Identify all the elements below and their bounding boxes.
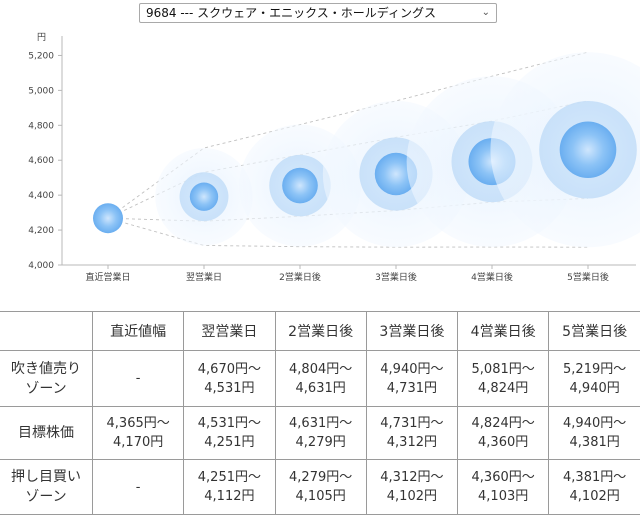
- row-label-line: 目標株価: [18, 425, 74, 441]
- table-cell: 5,219円〜 4,940円: [548, 350, 640, 407]
- cell-line: -: [135, 479, 141, 495]
- cell-line: 4,824円〜: [471, 416, 535, 431]
- table-cell: 4,360円〜 4,103円: [456, 459, 550, 515]
- chevron-down-icon: ⌄: [481, 7, 490, 18]
- y-tick-label: 4,800: [28, 121, 54, 131]
- cell-line: 4,365円〜: [106, 416, 170, 431]
- row-label-line: ゾーン: [25, 380, 67, 397]
- cell-line: 4,824円: [478, 380, 529, 396]
- x-tick-label: 2営業日後: [279, 271, 321, 283]
- table-row: 吹き値売りゾーン - 4,670円〜 4,531円 4,804円〜 4,631円 4,940…: [0, 350, 640, 407]
- cell-line: 4,312円: [386, 435, 437, 450]
- y-tick-label: 5,200: [28, 51, 54, 61]
- table-cell: -: [91, 350, 185, 407]
- table-cell: 4,940円〜 4,381円: [548, 406, 640, 460]
- target-price-bubble: [189, 182, 219, 211]
- cell-line: 5,081円〜: [471, 361, 535, 377]
- row-label-line: 押し目買い: [11, 469, 81, 485]
- table-cell: -: [91, 459, 185, 515]
- table-cell: 4,251円〜 4,112円: [183, 459, 276, 515]
- cell-line: 4,940円: [569, 380, 620, 396]
- table-row: 目標株価 4,365円〜 4,170円 4,531円〜 4,251円 4,631円〜 4,2…: [0, 406, 640, 460]
- cell-line: 4,170円: [113, 435, 164, 450]
- cell-line: 4,670円〜: [197, 361, 261, 377]
- row-label: 吹き値売り ゾーン: [0, 350, 93, 407]
- row-label: 押し目買い ゾーン: [0, 459, 93, 515]
- cell-line: 4,103円: [478, 489, 529, 504]
- table-header-cell: 直近値幅: [91, 311, 185, 351]
- cell-line: 4,112円: [204, 489, 255, 504]
- table-header-cell: 5営業日後: [548, 311, 640, 351]
- target-price-bubble: [374, 152, 418, 196]
- table-cell: 4,365円〜 4,170円: [91, 406, 185, 460]
- cell-line: 4,731円〜: [380, 416, 444, 431]
- table-cell: 4,940円〜 4,731円: [365, 350, 459, 407]
- cell-line: 4,381円: [569, 435, 620, 450]
- cell-line: 4,360円: [478, 435, 529, 450]
- table-header-cell: 4営業日後: [456, 311, 550, 351]
- y-tick-label: 4,600: [28, 156, 54, 166]
- cell-line: 4,804円〜: [289, 361, 353, 377]
- table-cell: 4,531円〜 4,251円: [183, 406, 276, 460]
- cell-line: 4,312円〜: [380, 470, 444, 485]
- x-tick-label: 翌営業日: [186, 271, 222, 283]
- table-cell: 4,824円〜 4,360円: [456, 406, 550, 460]
- cell-line: -: [135, 371, 141, 386]
- cell-line: 4,631円〜: [289, 416, 353, 431]
- table-header-row: 直近値幅 翌営業日 2営業日後 3営業日後 4営業日後 5営業日後: [0, 311, 640, 351]
- cell-line: 4,940円〜: [563, 416, 627, 431]
- y-tick-label: 4,400: [28, 191, 54, 201]
- cell-line: 4,279円〜: [289, 470, 353, 485]
- cell-line: 4,731円: [386, 380, 437, 396]
- x-tick-label: 5営業日後: [567, 271, 609, 283]
- target-price-bubble: [282, 167, 318, 204]
- x-tick-label: 直近営業日: [85, 271, 130, 283]
- stock-select-value: 9684 --- スクウェア・エニックス・ホールディングス: [146, 6, 436, 20]
- cell-line: 4,531円: [204, 380, 255, 396]
- cell-line: 4,251円: [204, 435, 255, 450]
- x-tick-label: 4営業日後: [471, 271, 513, 283]
- lower-bound-line: [107, 217, 589, 248]
- row-label-line: ゾーン: [25, 489, 67, 505]
- forecast-table: 直近値幅 翌営業日 2営業日後 3営業日後 4営業日後 5営業日後 吹き値売りゾーン - 4,…: [0, 311, 640, 515]
- target-price-bubble: [93, 203, 123, 234]
- y-axis-unit: 円: [37, 32, 46, 43]
- forecast-bubble-chart: 円 4,000 4,200 4,400 4,600 4,800 5,000 5,200 直近営業…: [28, 32, 640, 283]
- cell-line: 4,940円〜: [380, 361, 444, 377]
- cell-line: 4,251円〜: [197, 470, 261, 485]
- cell-line: 4,631円: [295, 380, 346, 396]
- row-label-line: 吹き値売り: [11, 360, 81, 377]
- y-tick-label: 5,000: [28, 86, 54, 96]
- cell-line: 4,105円: [295, 489, 346, 504]
- table-cell: 4,279円〜 4,105円: [274, 459, 367, 515]
- y-tick-label: 4,200: [28, 226, 54, 236]
- table-cell: 4,312円〜 4,102円: [365, 459, 459, 515]
- cell-line: 4,360円〜: [471, 470, 535, 485]
- cell-line: 4,102円: [386, 489, 437, 504]
- table-cell: 4,670円〜 4,531円: [183, 350, 276, 407]
- target-price-bubble: [559, 121, 617, 179]
- table-header-cell: 2営業日後: [274, 311, 367, 351]
- cell-line: 4,102円: [569, 489, 620, 504]
- cell-line: 5,219円〜: [563, 361, 627, 377]
- table-corner-cell: [0, 311, 93, 351]
- cell-line: 4,381円〜: [563, 470, 627, 485]
- y-tick-label: 4,000: [28, 261, 54, 271]
- cell-line: 4,279円: [295, 435, 346, 450]
- table-cell: 5,081円〜 4,824円: [456, 350, 550, 407]
- table-cell: 4,631円〜 4,279円: [274, 406, 367, 460]
- table-row: 押し目買いゾーン - 4,251円〜 4,112円 4,279円〜 4,105円 4,312…: [0, 459, 640, 515]
- table-header-cell: 3営業日後: [365, 311, 459, 351]
- row-label: 目標株価: [0, 406, 93, 460]
- table-cell: 4,731円〜 4,312円: [365, 406, 459, 460]
- table-cell: 4,804円〜 4,631円: [274, 350, 367, 407]
- table-cell: 4,381円〜 4,102円: [548, 459, 640, 515]
- x-tick-label: 3営業日後: [375, 271, 417, 283]
- upper-bound-line: [107, 51, 589, 219]
- cell-line: 4,531円〜: [197, 416, 261, 431]
- stock-select[interactable]: 9684 --- スクウェア・エニックス・ホールディングス ⌄: [139, 3, 497, 23]
- table-header-cell: 翌営業日: [183, 311, 276, 351]
